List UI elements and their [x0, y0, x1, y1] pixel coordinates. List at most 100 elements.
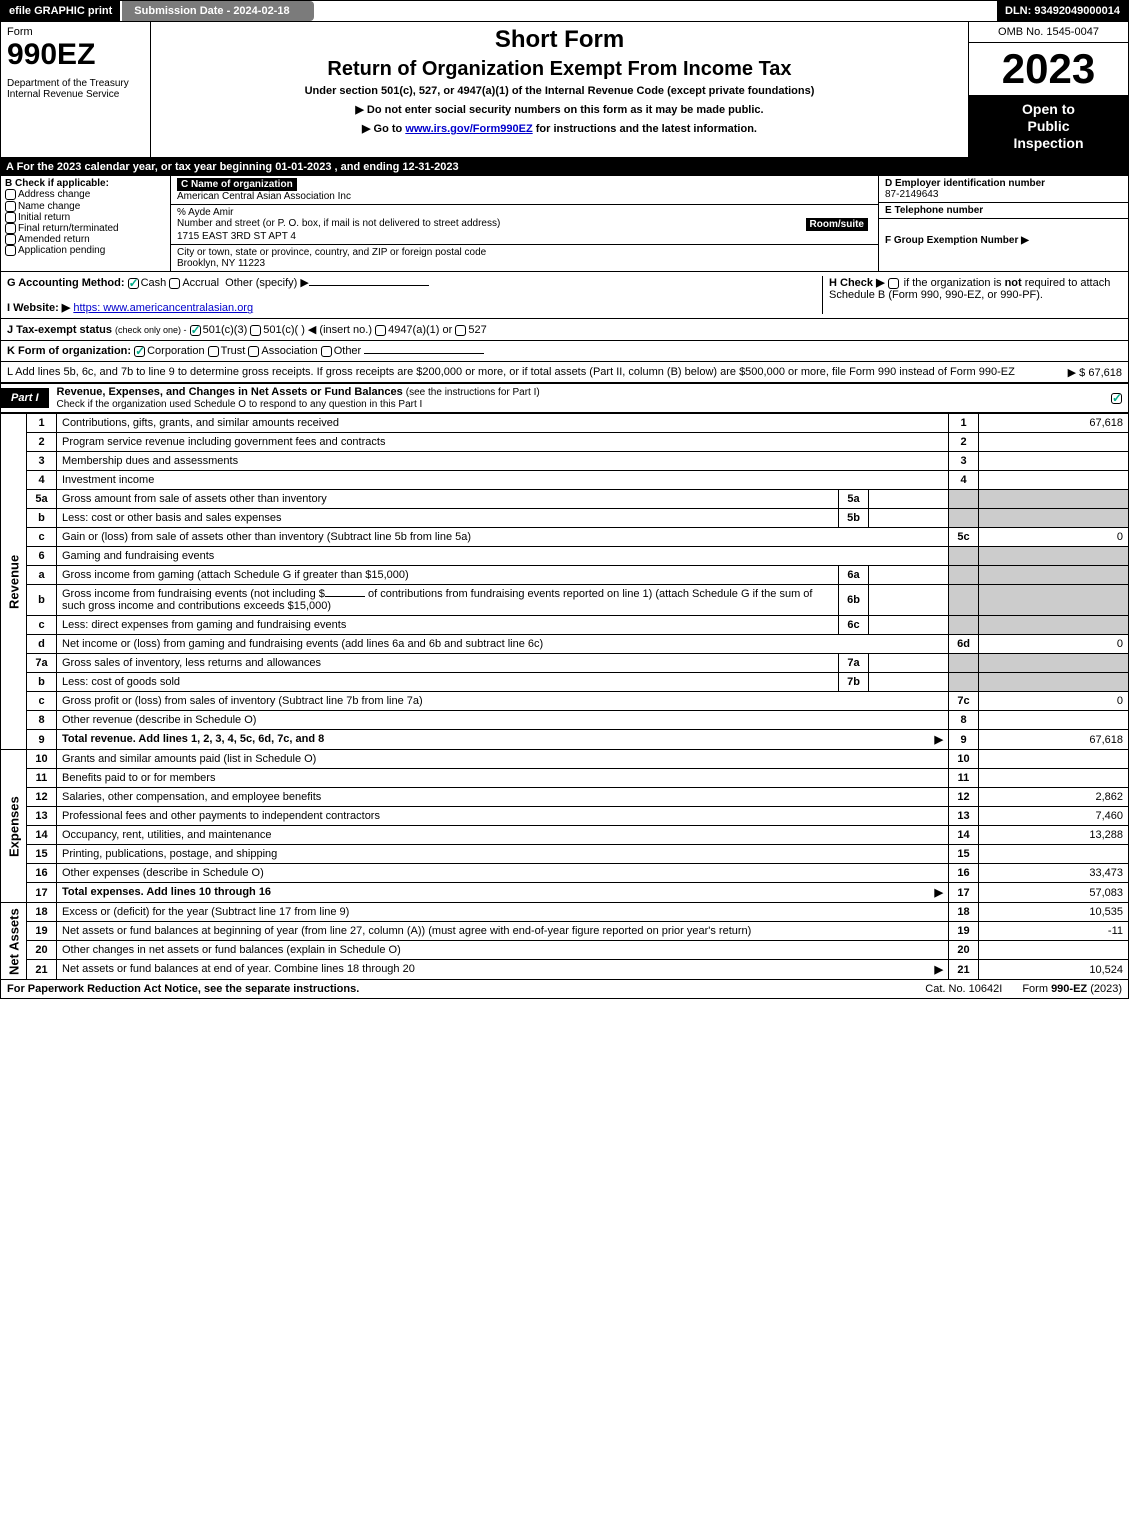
- k-label: K Form of organization:: [7, 345, 131, 357]
- header-bar: efile GRAPHIC print Submission Date - 20…: [0, 0, 1129, 22]
- c-label: C Name of organization: [177, 178, 297, 191]
- chk-501c3[interactable]: [190, 325, 201, 336]
- chk-trust[interactable]: [208, 346, 219, 357]
- city-label: City or town, state or province, country…: [177, 247, 486, 258]
- row-18: Net Assets 18 Excess or (deficit) for th…: [1, 903, 1129, 922]
- box-k: K Form of organization: Corporation Trus…: [0, 341, 1129, 362]
- amt-13: 7,460: [979, 807, 1129, 826]
- care-of: % Ayde Amir: [177, 207, 234, 218]
- chk-corp[interactable]: [134, 346, 145, 357]
- j-sub: (check only one) -: [115, 325, 187, 335]
- amt-6d: 0: [979, 635, 1129, 654]
- omb-number: OMB No. 1545-0047: [969, 22, 1128, 43]
- row-2: 2 Program service revenue including gove…: [1, 433, 1129, 452]
- goto-suffix: for instructions and the latest informat…: [533, 123, 757, 135]
- row-8: 8 Other revenue (describe in Schedule O)…: [1, 711, 1129, 730]
- row-1: Revenue 1 Contributions, gifts, grants, …: [1, 414, 1129, 433]
- chk-assoc[interactable]: [248, 346, 259, 357]
- efile-label[interactable]: efile GRAPHIC print: [1, 1, 120, 21]
- submission-date: Submission Date - 2024-02-18: [122, 1, 313, 21]
- chk-cash[interactable]: [128, 278, 139, 289]
- chk-application-pending[interactable]: Application pending: [5, 245, 166, 256]
- chk-amended-return[interactable]: Amended return: [5, 234, 166, 245]
- street-address: 1715 EAST 3RD ST APT 4: [177, 231, 296, 242]
- open-line2: Public: [973, 118, 1124, 135]
- other-org-field[interactable]: [364, 353, 484, 354]
- amt-21: 10,524: [979, 960, 1129, 980]
- row-10: Expenses 10 Grants and similar amounts p…: [1, 750, 1129, 769]
- chk-address-change[interactable]: Address change: [5, 189, 166, 200]
- part1-table: Revenue 1 Contributions, gifts, grants, …: [0, 413, 1129, 980]
- amt-8: [979, 711, 1129, 730]
- box-g: G Accounting Method: Cash Accrual Other …: [7, 276, 816, 314]
- amt-17: 57,083: [979, 883, 1129, 903]
- footer-row: For Paperwork Reduction Act Notice, see …: [0, 980, 1129, 999]
- footer-right: Form 990-EZ (2023): [1022, 983, 1122, 995]
- l-amount: ▶ $ 67,618: [1068, 366, 1122, 379]
- row-6: 6 Gaming and fundraising events: [1, 547, 1129, 566]
- open-inspection-box: Open to Public Inspection: [969, 95, 1128, 157]
- amt-2: [979, 433, 1129, 452]
- part1-header: Part I Revenue, Expenses, and Changes in…: [0, 383, 1129, 413]
- irs-label: Internal Revenue Service: [7, 89, 144, 100]
- row-5c: c Gain or (loss) from sale of assets oth…: [1, 528, 1129, 547]
- h-not: not: [1005, 277, 1022, 289]
- chk-other-org[interactable]: [321, 346, 332, 357]
- row-a-tax-year: A For the 2023 calendar year, or tax yea…: [0, 158, 1129, 176]
- chk-initial-return[interactable]: Initial return: [5, 212, 166, 223]
- goto-line: ▶ Go to www.irs.gov/Form990EZ for instru…: [157, 122, 962, 135]
- ssn-warning: ▶ Do not enter social security numbers o…: [157, 103, 962, 116]
- form-title-block: Short Form Return of Organization Exempt…: [151, 22, 968, 157]
- form-label: Form: [7, 26, 144, 38]
- 6b-blank[interactable]: [325, 596, 365, 597]
- l-text: L Add lines 5b, 6c, and 7b to line 9 to …: [7, 366, 1015, 378]
- chk-schedule-o[interactable]: [1111, 393, 1122, 404]
- tax-year: 2023: [969, 43, 1128, 95]
- column-c: C Name of organization American Central …: [171, 176, 878, 271]
- open-line1: Open to: [973, 101, 1124, 118]
- chk-4947[interactable]: [375, 325, 386, 336]
- row-11: 11 Benefits paid to or for members 11: [1, 769, 1129, 788]
- other-method-field[interactable]: [309, 285, 429, 286]
- chk-501c[interactable]: [250, 325, 261, 336]
- h-text1: if the organization is: [904, 277, 1005, 289]
- dept-label: Department of the Treasury: [7, 78, 144, 89]
- row-3: 3 Membership dues and assessments 3: [1, 452, 1129, 471]
- ein-value: 87-2149643: [885, 189, 938, 200]
- website-link[interactable]: https: www.americancentralasian.org: [73, 302, 253, 314]
- goto-link[interactable]: www.irs.gov/Form990EZ: [405, 123, 532, 135]
- inner-6a: [869, 566, 949, 585]
- section-bcdef: B Check if applicable: Address change Na…: [0, 176, 1129, 272]
- inner-7b: [869, 673, 949, 692]
- amt-20: [979, 941, 1129, 960]
- form-number: 990EZ: [7, 38, 144, 72]
- form-header-block: Form 990EZ Department of the Treasury In…: [0, 22, 1129, 158]
- chk-accrual[interactable]: [169, 278, 180, 289]
- org-name-row: C Name of organization American Central …: [171, 176, 878, 205]
- amt-14: 13,288: [979, 826, 1129, 845]
- amt-15: [979, 845, 1129, 864]
- row-6b: b Gross income from fundraising events (…: [1, 585, 1129, 616]
- group-exemption-row: F Group Exemption Number ▶: [879, 219, 1128, 248]
- chk-h[interactable]: [888, 278, 899, 289]
- amt-12: 2,862: [979, 788, 1129, 807]
- short-form-title: Short Form: [157, 26, 962, 54]
- row-5b: b Less: cost or other basis and sales ex…: [1, 509, 1129, 528]
- row-9: 9 Total revenue. Add lines 1, 2, 3, 4, 5…: [1, 730, 1129, 750]
- j-label: J Tax-exempt status: [7, 324, 112, 336]
- ein-row: D Employer identification number 87-2149…: [879, 176, 1128, 203]
- chk-final-return[interactable]: Final return/terminated: [5, 223, 166, 234]
- under-section: Under section 501(c), 527, or 4947(a)(1)…: [157, 85, 962, 97]
- footer-cat-no: Cat. No. 10642I: [905, 983, 1022, 995]
- phone-row: E Telephone number: [879, 203, 1128, 219]
- footer-left: For Paperwork Reduction Act Notice, see …: [7, 983, 905, 995]
- amt-7c: 0: [979, 692, 1129, 711]
- part1-title: Revenue, Expenses, and Changes in Net As…: [49, 384, 1107, 412]
- amt-10: [979, 750, 1129, 769]
- org-name: American Central Asian Association Inc: [177, 191, 351, 202]
- row-15: 15 Printing, publications, postage, and …: [1, 845, 1129, 864]
- chk-name-change[interactable]: Name change: [5, 201, 166, 212]
- chk-527[interactable]: [455, 325, 466, 336]
- h-label: H Check ▶: [829, 277, 885, 289]
- box-gh: G Accounting Method: Cash Accrual Other …: [0, 272, 1129, 319]
